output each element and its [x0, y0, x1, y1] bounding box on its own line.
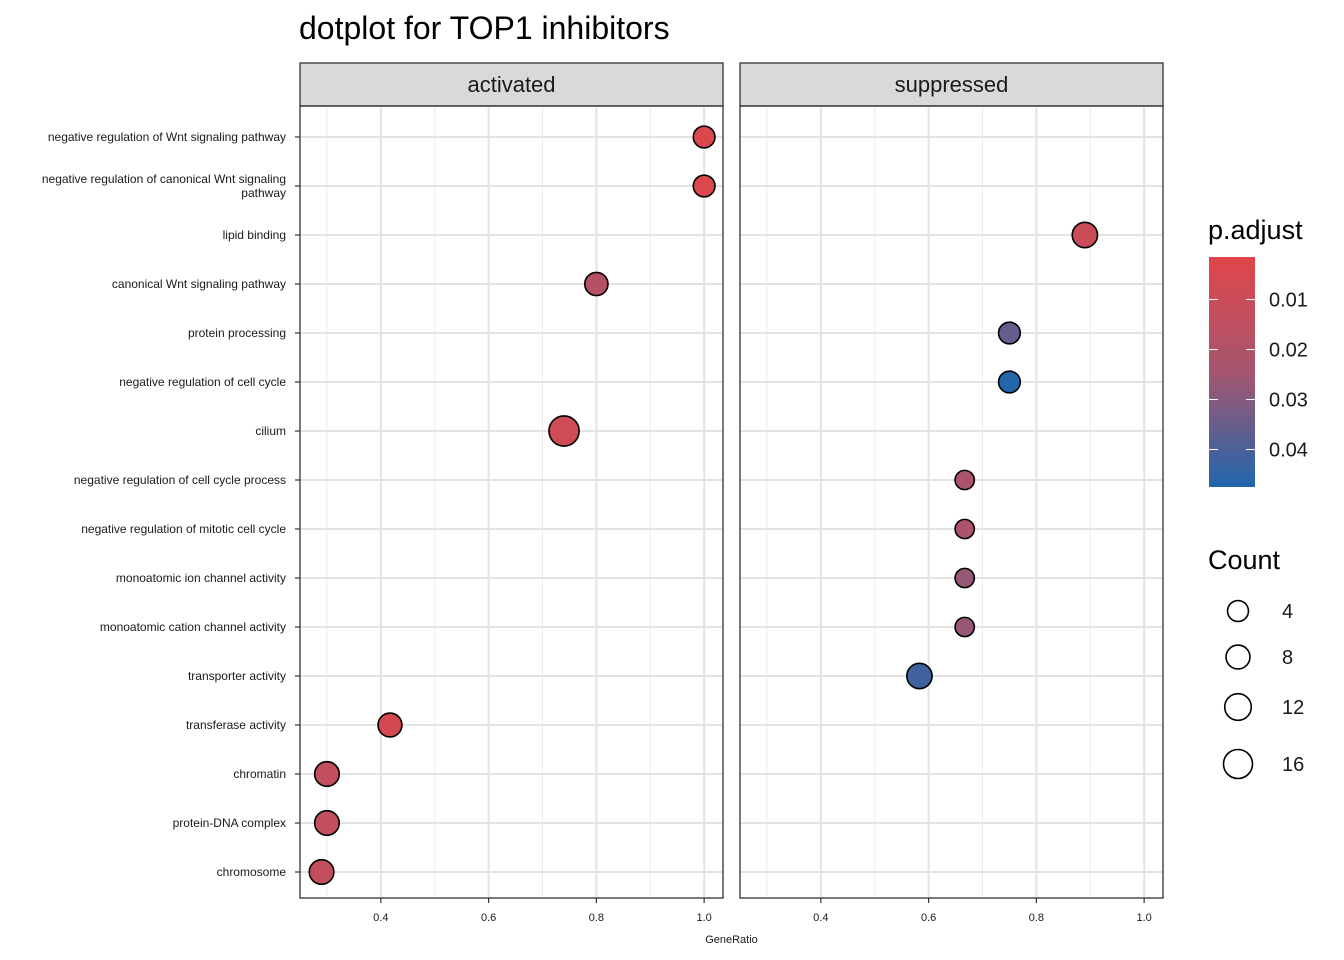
size-legend-label: 16	[1282, 754, 1304, 776]
size-legend-label: 4	[1282, 601, 1293, 623]
facet-strip-suppressed	[739, 62, 1164, 107]
y-tick-label: protein processing	[188, 326, 286, 340]
size-legend: Count 4 8 12 16	[1208, 545, 1304, 780]
y-tick-label: negative regulation of canonical Wnt sig…	[42, 172, 286, 200]
point-suppressed-monoatomic-ion-channel-activity	[954, 567, 976, 589]
size-legend-label: 12	[1282, 697, 1304, 719]
color-tick-label: 0.02	[1269, 340, 1308, 362]
point-activated-transferase-activity	[377, 712, 403, 738]
x-tick-label: 0.4	[813, 912, 828, 924]
panel-grid-suppressed	[740, 106, 1163, 898]
size-legend-circle	[1222, 748, 1254, 780]
point-suppressed-monoatomic-cation-channel-activity	[954, 616, 976, 638]
x-tick-label: 0.6	[481, 912, 496, 924]
y-tick-label: monoatomic cation channel activity	[100, 620, 286, 634]
color-legend-ticks: 0.01 0.02 0.03 0.04	[1209, 290, 1308, 462]
point-activated-canonical-wnt-signaling-pathway	[583, 271, 609, 297]
y-tick-label: canonical Wnt signaling pathway	[112, 277, 286, 291]
size-legend-circle	[1223, 692, 1253, 722]
color-tick-label: 0.03	[1269, 390, 1308, 412]
chart-title: dotplot for TOP1 inhibitors	[299, 10, 670, 46]
y-tick-label: negative regulation of cell cycle proces…	[74, 473, 286, 487]
y-axis: negative regulation of Wnt signaling pat…	[42, 130, 300, 879]
size-legend-circle	[1226, 599, 1250, 623]
point-activated-protein-dna-complex	[313, 809, 341, 837]
x-tick-label: 0.4	[373, 912, 388, 924]
point-suppressed-lipid-binding	[1071, 221, 1099, 249]
point-activated-negative-regulation-of-canonical-wnt-signaling-pathway	[692, 174, 716, 198]
y-tick-label: chromosome	[217, 865, 287, 879]
size-legend-circle	[1225, 644, 1251, 670]
x-axis: 0.4 0.6 0.8 1.0 0.4 0.6 0.8 1.0	[373, 898, 1152, 924]
point-activated-cilium	[548, 415, 580, 447]
facet-suppressed: suppressed	[739, 62, 1164, 899]
y-tick-label: transferase activity	[186, 718, 286, 732]
panel-points-suppressed	[905, 221, 1099, 690]
facet-label-suppressed: suppressed	[895, 72, 1009, 97]
point-activated-negative-regulation-of-wnt-signaling-pathway	[692, 125, 716, 149]
y-tick-label: negative regulation of Wnt signaling pat…	[48, 130, 286, 144]
point-activated-chromatin	[313, 760, 341, 788]
panel-border-suppressed	[739, 105, 1164, 899]
point-suppressed-protein-processing	[997, 321, 1022, 345]
color-legend-title: p.adjust	[1208, 215, 1303, 245]
y-tick-label: protein-DNA complex	[173, 816, 286, 830]
color-tick-label: 0.01	[1269, 290, 1308, 312]
panel-points-activated	[308, 125, 716, 886]
size-legend-label: 8	[1282, 647, 1293, 669]
y-tick-label: cilium	[255, 424, 286, 438]
point-suppressed-negative-regulation-of-cell-cycle-process	[954, 469, 976, 491]
size-legend-items: 4 8 12 16	[1222, 599, 1304, 780]
y-tick-label: chromatin	[233, 767, 286, 781]
facet-strip-activated	[299, 62, 724, 107]
facet-activated: activated	[299, 62, 724, 899]
x-tick-label: 1.0	[1136, 912, 1151, 924]
size-legend-title: Count	[1208, 545, 1281, 575]
x-tick-label: 0.8	[589, 912, 604, 924]
y-tick-label: lipid binding	[223, 228, 286, 242]
facet-label-activated: activated	[467, 72, 555, 97]
color-legend-bar	[1209, 257, 1255, 487]
point-activated-chromosome	[308, 858, 335, 886]
panel-grid-activated	[300, 106, 723, 898]
x-tick-label: 1.0	[696, 912, 711, 924]
color-legend: p.adjust 0.01 0.02 0.03 0.04	[1208, 215, 1308, 487]
color-tick-label: 0.04	[1269, 440, 1308, 462]
point-suppressed-transporter-activity	[905, 662, 933, 690]
x-tick-label: 0.8	[1029, 912, 1044, 924]
y-tick-label: transporter activity	[188, 669, 286, 683]
y-tick-label: monoatomic ion channel activity	[116, 571, 286, 585]
point-suppressed-negative-regulation-of-mitotic-cell-cycle	[954, 518, 976, 540]
y-tick-label: negative regulation of cell cycle	[119, 375, 286, 389]
point-suppressed-negative-regulation-of-cell-cycle	[997, 370, 1022, 394]
x-tick-label: 0.6	[921, 912, 936, 924]
y-tick-label: negative regulation of mitotic cell cycl…	[81, 522, 286, 536]
x-axis-label: GeneRatio	[705, 934, 758, 946]
panel-border-activated	[299, 105, 724, 899]
